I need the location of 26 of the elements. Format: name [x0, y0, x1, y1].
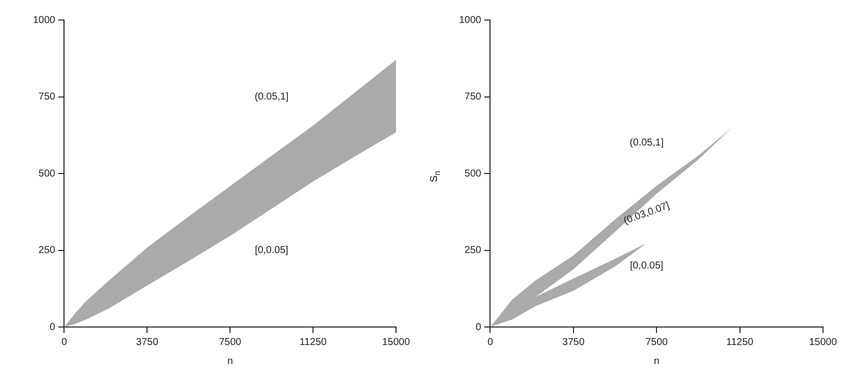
y-tick-label: 750 — [38, 92, 56, 102]
x-axis-title: n — [654, 356, 660, 367]
y-tick-label: 750 — [464, 92, 482, 102]
y-tick-label: 0 — [476, 322, 482, 333]
y-tick-label: 1000 — [32, 14, 56, 26]
x-axis-title: n — [227, 356, 233, 367]
annotation: (0.05,1] — [254, 92, 289, 102]
annotation: [0,0.05] — [254, 245, 288, 256]
y-tick-label: 0 — [50, 322, 56, 333]
x-tick-label: 3750 — [136, 336, 159, 348]
x-tick-label: 0 — [487, 336, 494, 348]
x-tick-label: 7500 — [646, 336, 668, 348]
x-tick-label: 15000 — [809, 336, 838, 348]
y-tick-label: 250 — [38, 245, 56, 256]
y-tick-label: 1000 — [458, 14, 482, 26]
x-tick-label: 11250 — [300, 336, 328, 348]
x-tick-label: 3750 — [562, 336, 585, 348]
annotation: [0,0.05] — [630, 260, 664, 272]
x-tick-label: 15000 — [382, 336, 410, 348]
x-tick-label: 7500 — [219, 336, 242, 348]
annotation: (0.05,1] — [630, 138, 664, 149]
x-tick-label: 11250 — [726, 336, 754, 348]
y-tick-label: 500 — [464, 168, 482, 180]
x-tick-label: 0 — [61, 336, 68, 348]
y-tick-label: 250 — [464, 245, 482, 256]
y-tick-label: 500 — [38, 168, 56, 180]
